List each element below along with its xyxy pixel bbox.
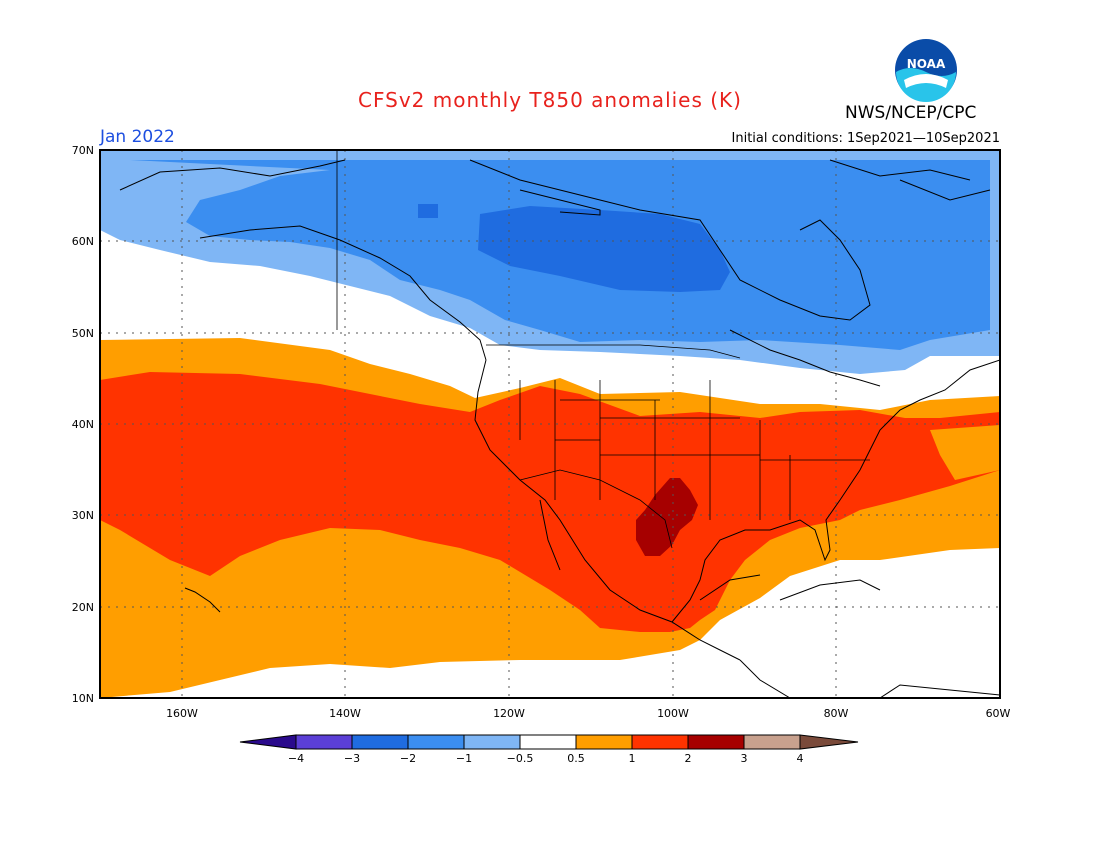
colorbar-label: 4	[796, 752, 804, 765]
colorbar-swatch	[743, 734, 801, 750]
colorbar-label: 1	[628, 752, 636, 765]
lon-tick-label: 140W	[329, 707, 361, 720]
colorbar-label: −3	[343, 752, 361, 765]
colorbar-arrow-high	[799, 734, 859, 750]
forecast-month: Jan 2022	[100, 127, 175, 147]
lat-tick-label: 40N	[72, 418, 94, 431]
chart-title: CFSv2 monthly T850 anomalies (K)	[358, 88, 742, 112]
colorbar-label: −0.5	[506, 752, 534, 765]
map-frame	[99, 149, 1001, 699]
coastlines	[119, 159, 1000, 698]
agency-label: NWS/NCEP/CPC	[845, 103, 977, 123]
lon-tick-label: 120W	[493, 707, 525, 720]
lon-tick-label: 80W	[824, 707, 849, 720]
anomaly-region-red-orange	[100, 372, 1000, 632]
noaa-logo-text: NOAA	[907, 57, 946, 71]
lon-tick-labels: 160W 140W 120W 100W 80W 60W	[166, 707, 1010, 720]
colorbar-swatch	[575, 734, 633, 750]
anomaly-region-dark-red	[636, 478, 698, 556]
colorbar-label: −4	[287, 752, 305, 765]
colorbar-swatch	[519, 734, 577, 750]
colorbar-label: 0.5	[567, 752, 585, 765]
map-grid	[100, 150, 1000, 698]
lon-tick-label: 160W	[166, 707, 198, 720]
colorbar-swatch	[463, 734, 521, 750]
political-borders	[336, 150, 870, 549]
colorbar-swatch	[407, 734, 465, 750]
colorbar-label: −2	[399, 752, 417, 765]
lat-tick-labels: 10N 20N 30N 40N 50N 60N 70N	[72, 144, 94, 705]
lon-tick-label: 100W	[657, 707, 689, 720]
colorbar-label: −1	[455, 752, 473, 765]
lon-tick-label: 60W	[986, 707, 1011, 720]
colorbar-swatch	[687, 734, 745, 750]
colorbar-swatch	[351, 734, 409, 750]
noaa-logo: NOAA	[894, 38, 958, 102]
colorbar-swatch	[295, 734, 353, 750]
anomaly-region-blue	[478, 206, 730, 292]
colorbar-arrow-low	[239, 734, 297, 750]
lat-tick-label: 30N	[72, 509, 94, 522]
lat-tick-label: 20N	[72, 601, 94, 614]
colorbar-label: 2	[684, 752, 692, 765]
colorbar-label: 3	[740, 752, 748, 765]
lat-tick-label: 50N	[72, 327, 94, 340]
colorbar	[239, 734, 859, 750]
lat-tick-label: 10N	[72, 692, 94, 705]
lat-tick-label: 70N	[72, 144, 94, 157]
colorbar-swatch	[631, 734, 689, 750]
initial-conditions: Initial conditions: 1Sep2021—10Sep2021	[731, 131, 1000, 146]
lat-tick-label: 60N	[72, 235, 94, 248]
